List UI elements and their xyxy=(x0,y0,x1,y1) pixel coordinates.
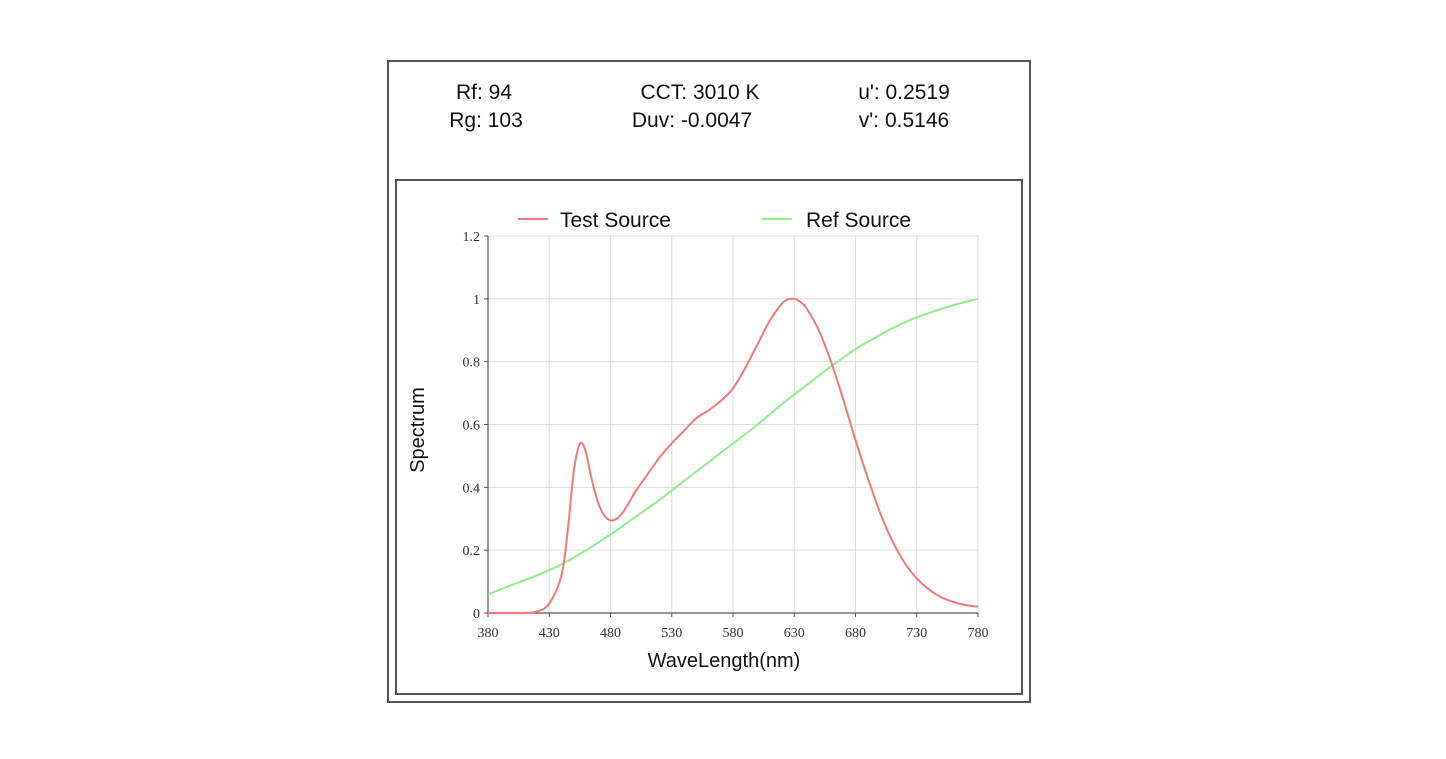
x-tick-label: 380 xyxy=(478,626,499,641)
chart-panel xyxy=(387,60,1031,703)
y-axis-title: Spectrum xyxy=(407,387,429,473)
x-tick-label: 530 xyxy=(661,626,682,641)
x-tick-label: 580 xyxy=(723,626,744,641)
u-prime-value: u': 0.2519 xyxy=(858,81,950,104)
series-lines xyxy=(487,297,979,615)
x-tick-label: 430 xyxy=(539,626,560,641)
rg-value: Rg: 103 xyxy=(449,109,523,132)
x-tick-labels: 380 430 480 530 580 630 680 730 780 xyxy=(478,613,989,641)
y-tick-label: 0.4 xyxy=(463,481,481,496)
test-source-line xyxy=(488,297,979,615)
y-tick-label: 1 xyxy=(473,293,480,308)
grid-lines xyxy=(487,235,979,614)
y-tick-label: 0.2 xyxy=(463,544,481,559)
legend-label-ref-source: Ref Source xyxy=(806,209,911,232)
cct-value: CCT: 3010 K xyxy=(640,81,760,104)
legend: Test Source Ref Source xyxy=(518,209,911,232)
x-tick-label: 630 xyxy=(784,626,805,641)
legend-label-test-source: Test Source xyxy=(560,209,671,232)
ref-source-line xyxy=(487,297,979,596)
y-tick-label: 0.8 xyxy=(463,356,481,371)
v-prime-value: v': 0.5146 xyxy=(858,109,950,132)
rf-value: Rf: 94 xyxy=(455,81,513,104)
plot-frame xyxy=(395,179,1023,695)
x-tick-label: 480 xyxy=(600,626,621,641)
y-tick-label: 1.2 xyxy=(463,230,481,245)
y-tick-labels: 0 0.2 0.4 0.6 0.8 1 1.2 xyxy=(463,230,488,622)
x-tick-label: 680 xyxy=(845,626,866,641)
y-tick-label: 0.6 xyxy=(463,419,481,434)
x-tick-label: 780 xyxy=(968,626,989,641)
duv-value: Duv: -0.0047 xyxy=(631,109,753,132)
x-tick-label: 730 xyxy=(906,626,927,641)
x-axis-title: WaveLength(nm) xyxy=(648,650,801,672)
y-tick-label: 0 xyxy=(473,607,480,622)
